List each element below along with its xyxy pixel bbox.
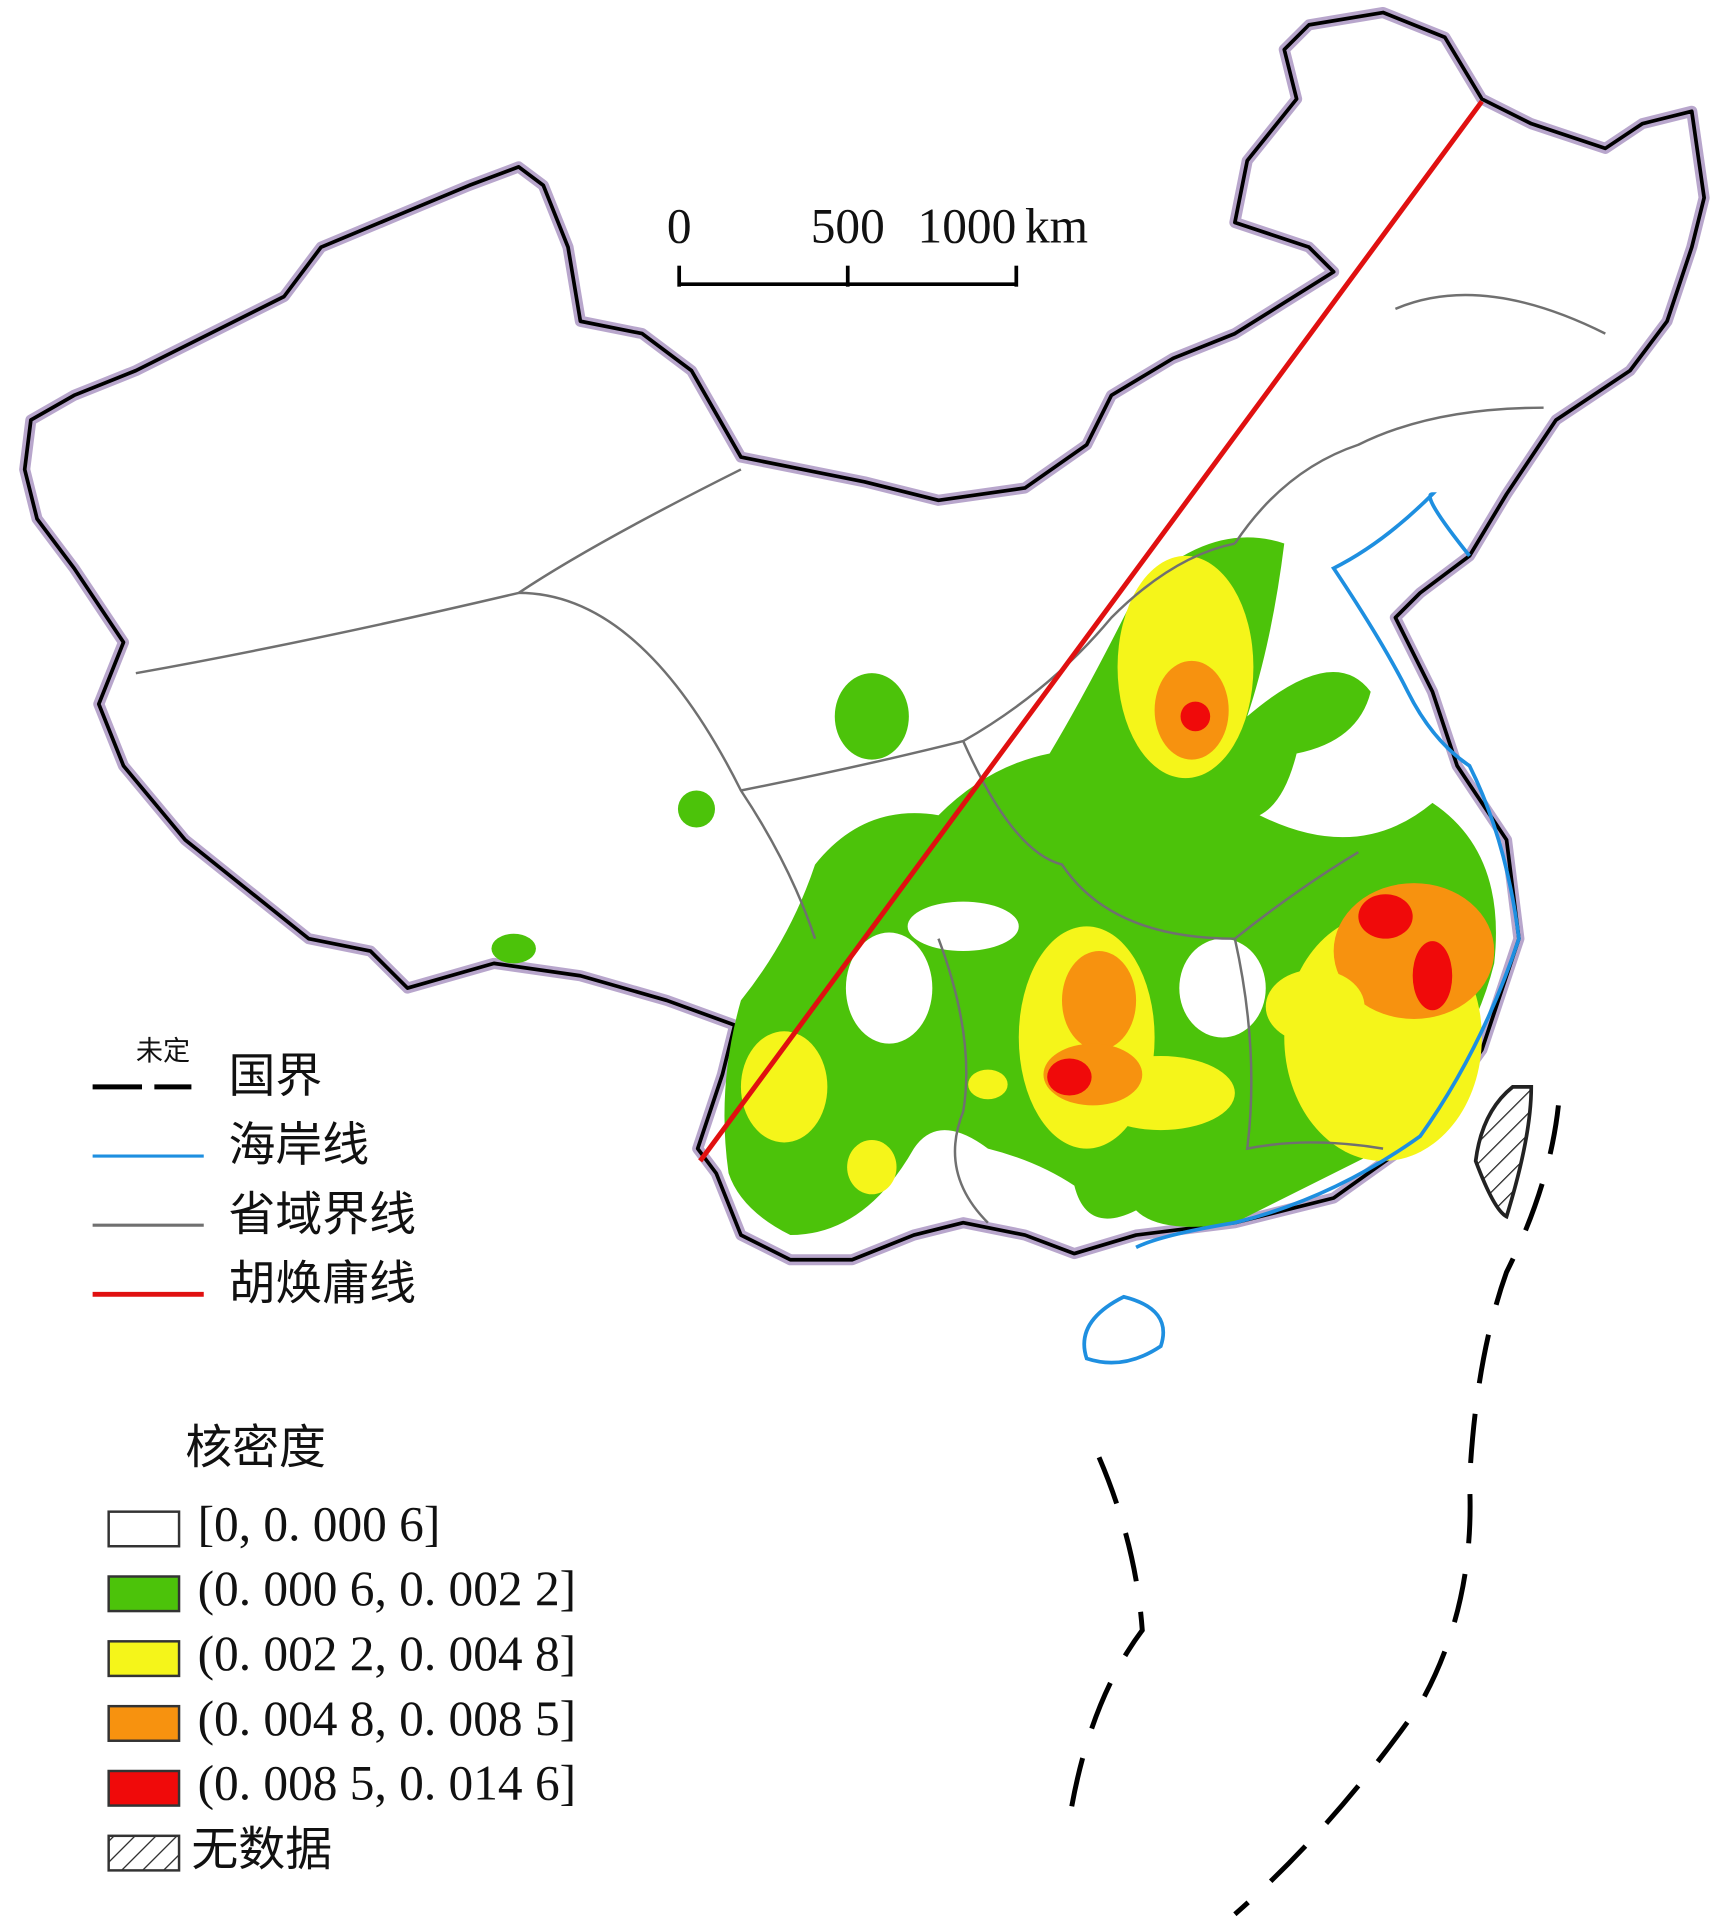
legend-swatch: [107, 1510, 181, 1548]
scale-label: 500: [811, 198, 885, 253]
hu-line: [698, 99, 1484, 1163]
scale-label: 1000: [918, 198, 1017, 253]
legend-swatch: [107, 1704, 181, 1742]
density-surface: [491, 537, 1496, 1236]
legend-swatch: [107, 1834, 181, 1872]
legend-label: 国界: [228, 1049, 322, 1104]
legend-class-label: (0. 008 5, 0. 014 6]: [198, 1756, 577, 1811]
legend-label: 省域界线: [228, 1187, 416, 1242]
scale-unit: km: [1025, 198, 1088, 253]
legend-class-label: (0. 004 8, 0. 008 5]: [198, 1691, 577, 1746]
legend-swatch: [107, 1640, 181, 1678]
legend-no-data: 无数据: [191, 1823, 332, 1878]
coastline: [1082, 492, 1534, 1365]
legend-note: 未定: [136, 1036, 190, 1067]
scale-label: 0: [667, 198, 692, 253]
legend-class-label: [0, 0. 000 6]: [198, 1496, 441, 1551]
legend-label: 海岸线: [228, 1118, 369, 1173]
legend-class-label: (0. 002 2, 0. 004 8]: [198, 1626, 577, 1681]
province-borders: [135, 293, 1606, 1224]
south-sea-line: [1065, 1105, 1561, 1917]
legend-swatch: [107, 1575, 181, 1613]
legend-label: 胡焕庸线: [228, 1256, 416, 1311]
scale-bar: 0 500 1000 km: [667, 198, 1088, 287]
legend-swatch: [107, 1769, 181, 1807]
legend-title: 核密度: [185, 1421, 326, 1476]
legend-class-label: (0. 000 6, 0. 002 2]: [198, 1561, 577, 1616]
